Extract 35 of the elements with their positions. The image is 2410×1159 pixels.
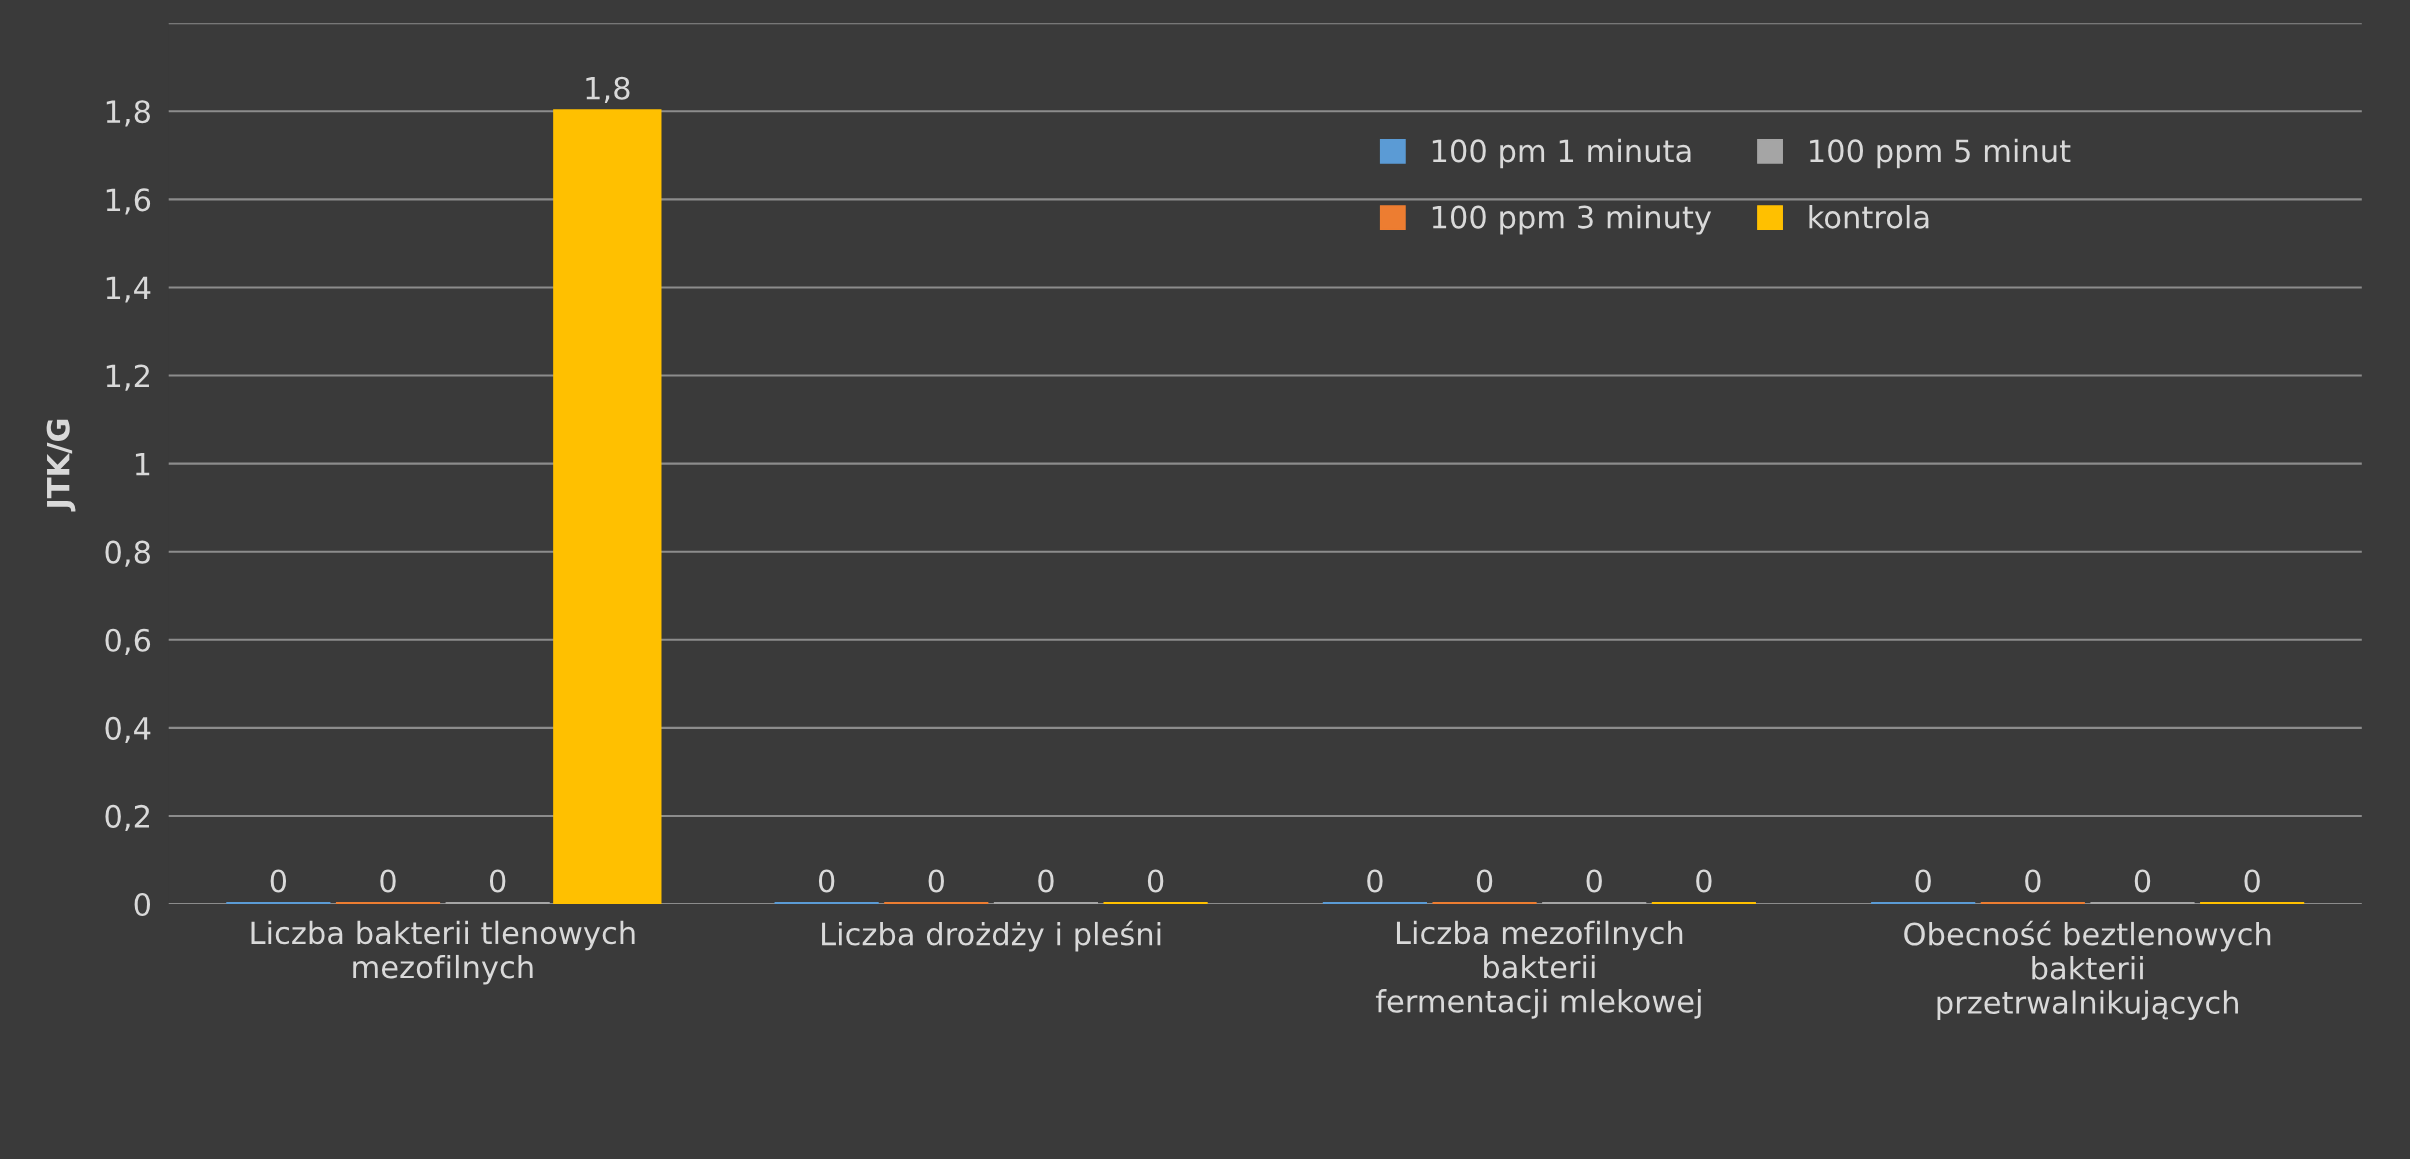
y-tick-label: 0,6 [105, 628, 151, 655]
y-tick-label: 0,2 [105, 804, 149, 832]
y-axis-title: JTK/G [46, 419, 76, 512]
y-tick-label: 1,2 [106, 364, 149, 391]
data-label: 0 [818, 869, 835, 893]
data-label: 1,8 [586, 76, 630, 103]
legend-label: kontrola [1809, 205, 1929, 229]
y-tick-label: 1,8 [106, 100, 150, 127]
data-label: 0 [2025, 869, 2041, 893]
data-label: 0 [1915, 869, 1931, 893]
y-tick-label: 1,6 [106, 188, 151, 215]
y-tick-label: 0,4 [105, 716, 151, 744]
legend-label: 100 ppm 5 minut [1810, 138, 2071, 169]
legend-label: 100 pm 1 minuta [1432, 138, 1691, 169]
data-label: 0 [1696, 869, 1712, 893]
data-label: 0 [489, 869, 506, 893]
data-label: 0 [2244, 869, 2260, 893]
data-label: 0 [2134, 869, 2151, 893]
legend-label: 100 ppm 3 minuty [1432, 205, 1712, 235]
data-label: 0 [1147, 869, 1164, 893]
y-tick-label: 1,4 [106, 276, 151, 303]
data-label: 0 [928, 869, 944, 893]
x-tick-label: Liczba bakterii tlenowych mezofilnych [251, 920, 635, 985]
y-tick-label: 0,8 [105, 540, 150, 567]
x-tick-label: Obecność beztlenowych bakterii przetrwalnikujących [1904, 920, 2271, 1020]
data-label: 0 [1367, 869, 1383, 893]
data-label: 0 [1586, 869, 1602, 893]
x-tick-label: Liczba drożdży i pleśni [822, 920, 1161, 952]
data-label: 0 [380, 869, 396, 893]
x-tick-label: Liczba mezofilnych bakterii fermentacji mlekowej [1375, 920, 1701, 1019]
data-label: 0 [270, 869, 287, 893]
y-tick-label: 0 [134, 892, 150, 917]
y-tick-label: 1 [135, 452, 150, 476]
data-label: 0 [1476, 869, 1493, 893]
data-label: 0 [1038, 869, 1054, 893]
